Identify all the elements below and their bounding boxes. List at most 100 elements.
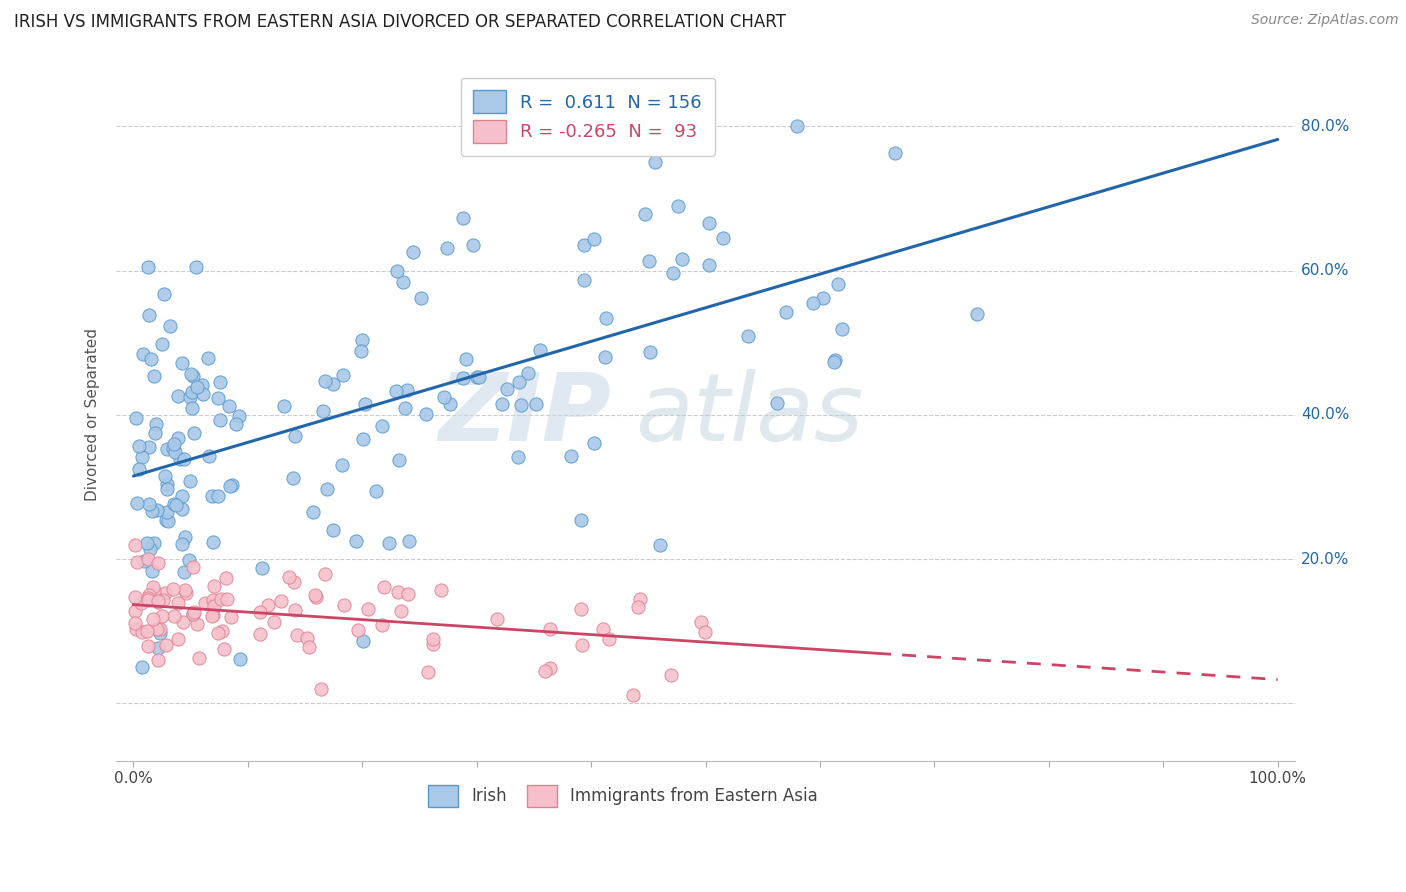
Point bbox=[534, 665, 557, 679]
Point bbox=[538, 622, 561, 636]
Point bbox=[146, 653, 169, 667]
Point bbox=[181, 607, 204, 622]
Point bbox=[124, 538, 146, 552]
Point bbox=[371, 419, 394, 434]
Point bbox=[637, 254, 659, 268]
Point bbox=[146, 594, 169, 608]
Point bbox=[186, 379, 208, 393]
Point bbox=[136, 591, 159, 605]
Point bbox=[332, 368, 354, 382]
Point bbox=[373, 580, 395, 594]
Point bbox=[827, 277, 849, 292]
Point bbox=[648, 538, 671, 552]
Point bbox=[207, 392, 229, 406]
Point bbox=[350, 343, 373, 358]
Point bbox=[569, 513, 592, 527]
Point bbox=[211, 624, 233, 638]
Point bbox=[263, 615, 285, 629]
Point bbox=[166, 389, 188, 403]
Point bbox=[183, 426, 205, 441]
Point bbox=[202, 599, 225, 613]
Point bbox=[314, 375, 336, 389]
Point bbox=[138, 551, 160, 566]
Point bbox=[439, 397, 461, 411]
Point bbox=[141, 504, 163, 518]
Point bbox=[146, 622, 169, 636]
Point bbox=[201, 489, 224, 503]
Point bbox=[547, 122, 569, 136]
Point bbox=[163, 437, 186, 451]
Point bbox=[529, 343, 551, 358]
Legend: Irish, Immigrants from Eastern Asia: Irish, Immigrants from Eastern Asia bbox=[420, 777, 827, 815]
Point bbox=[583, 436, 606, 450]
Point bbox=[169, 452, 191, 467]
Point bbox=[422, 637, 444, 651]
Point bbox=[583, 232, 606, 246]
Point bbox=[422, 632, 444, 646]
Point bbox=[496, 382, 519, 396]
Point bbox=[598, 632, 620, 646]
Point bbox=[143, 425, 166, 440]
Point bbox=[352, 633, 374, 648]
Point bbox=[831, 322, 853, 336]
Point bbox=[124, 604, 146, 618]
Point bbox=[179, 474, 201, 488]
Point bbox=[209, 592, 232, 607]
Point bbox=[433, 390, 456, 404]
Point bbox=[132, 347, 155, 361]
Point bbox=[823, 354, 845, 368]
Point bbox=[156, 442, 179, 456]
Point bbox=[208, 376, 231, 390]
Point bbox=[560, 450, 582, 464]
Point bbox=[173, 451, 195, 466]
Point bbox=[225, 417, 247, 432]
Point bbox=[801, 296, 824, 310]
Point bbox=[221, 478, 243, 492]
Point bbox=[451, 371, 474, 385]
Point bbox=[141, 565, 163, 579]
Point bbox=[152, 593, 174, 607]
Point bbox=[711, 231, 734, 245]
Point bbox=[146, 503, 169, 517]
Point bbox=[295, 631, 318, 645]
Point bbox=[401, 244, 423, 259]
Point bbox=[312, 404, 335, 418]
Point bbox=[385, 264, 408, 278]
Point bbox=[146, 556, 169, 570]
Point bbox=[354, 397, 377, 411]
Point bbox=[454, 352, 477, 367]
Point bbox=[463, 238, 485, 252]
Point bbox=[142, 612, 165, 626]
Point bbox=[392, 276, 415, 290]
Point bbox=[155, 513, 177, 527]
Point bbox=[465, 370, 488, 384]
Point bbox=[332, 458, 354, 473]
Point bbox=[436, 241, 458, 255]
Point bbox=[506, 450, 529, 464]
Point bbox=[143, 583, 166, 598]
Point bbox=[352, 432, 374, 446]
Point bbox=[315, 482, 337, 496]
Point bbox=[139, 541, 162, 556]
Point bbox=[640, 345, 662, 359]
Point bbox=[155, 638, 177, 652]
Point bbox=[811, 291, 834, 305]
Point bbox=[198, 449, 221, 463]
Point bbox=[491, 397, 513, 411]
Point bbox=[127, 495, 149, 509]
Text: IRISH VS IMMIGRANTS FROM EASTERN ASIA DIVORCED OR SEPARATED CORRELATION CHART: IRISH VS IMMIGRANTS FROM EASTERN ASIA DI… bbox=[14, 13, 786, 31]
Point bbox=[824, 352, 846, 367]
Point bbox=[485, 612, 508, 626]
Point bbox=[197, 351, 219, 365]
Point bbox=[468, 370, 491, 384]
Point bbox=[671, 252, 693, 266]
Point bbox=[212, 642, 235, 657]
Point bbox=[322, 376, 344, 391]
Point bbox=[508, 375, 530, 389]
Point bbox=[124, 591, 146, 605]
Point bbox=[250, 560, 273, 574]
Point bbox=[166, 596, 188, 610]
Point bbox=[302, 505, 325, 519]
Point bbox=[215, 571, 238, 585]
Text: 40.0%: 40.0% bbox=[1301, 408, 1350, 422]
